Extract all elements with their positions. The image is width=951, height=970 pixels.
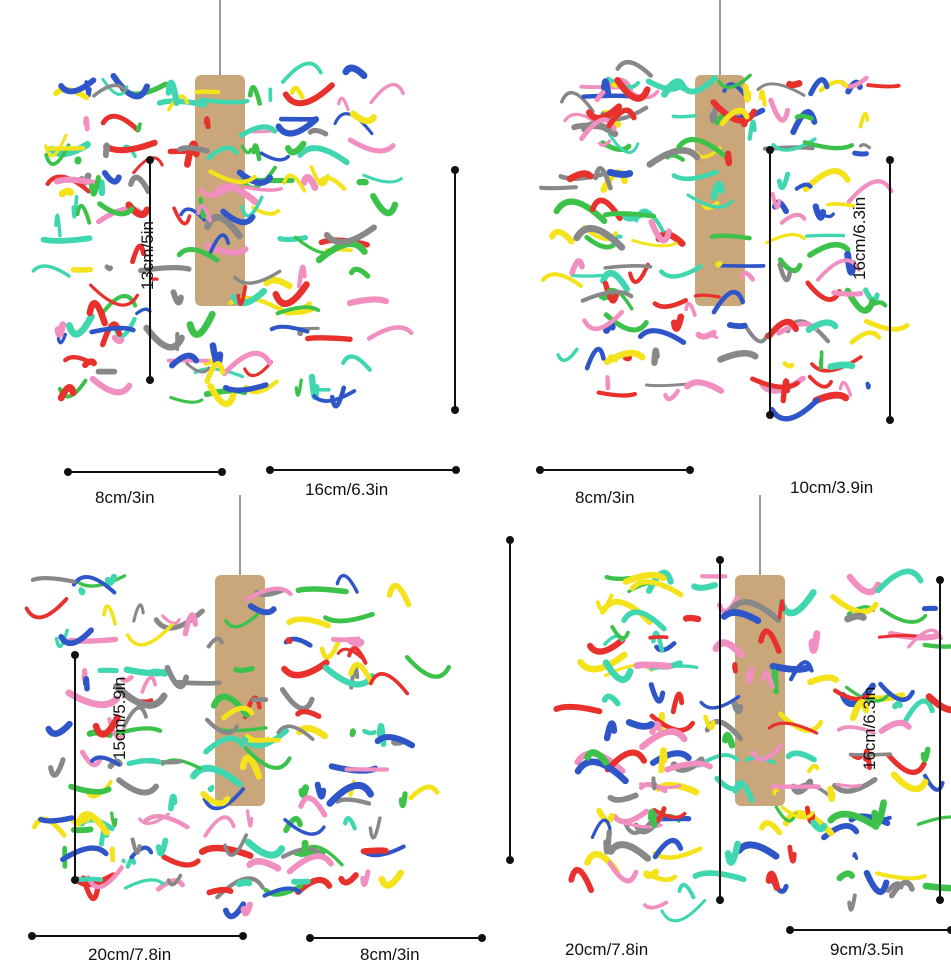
toy-top-right	[538, 0, 910, 422]
toy-bottom-right	[553, 495, 951, 923]
dimension-line	[536, 466, 694, 474]
dimension-line	[936, 576, 944, 904]
dimension-line	[886, 156, 894, 424]
toy-bottom-left	[24, 495, 452, 920]
dimension-label: 10cm/3.9in	[790, 478, 874, 497]
dimension-label: 8cm/3in	[360, 945, 420, 964]
toy-top-left	[31, 0, 414, 409]
dimension-line	[306, 934, 486, 942]
dimension-label: 20cm/7.8in	[88, 945, 172, 964]
dimension-line	[716, 556, 724, 904]
dimension-label: 16cm/6.3in	[860, 686, 879, 770]
dimension-label: 16cm/6.3in	[850, 196, 869, 280]
dimension-line	[71, 651, 79, 884]
dimension-line	[451, 166, 459, 414]
dimension-label: 13cm/5in	[138, 221, 157, 290]
dimension-line	[266, 466, 460, 474]
dimension-label: 9cm/3.5in	[830, 940, 904, 959]
dimension-label: 15cm/5.9in	[110, 676, 129, 760]
dimension-label: 20cm/7.8in	[565, 940, 649, 959]
dimension-line	[146, 156, 154, 384]
dimension-label: 8cm/3in	[95, 488, 155, 507]
dimension-line	[766, 146, 774, 419]
dimension-line	[506, 536, 514, 864]
dimension-line	[786, 926, 951, 934]
dimension-line	[28, 932, 247, 940]
dimension-label: 8cm/3in	[575, 488, 635, 507]
dimension-line	[64, 468, 226, 476]
dimension-label: 16cm/6.3in	[305, 480, 389, 499]
